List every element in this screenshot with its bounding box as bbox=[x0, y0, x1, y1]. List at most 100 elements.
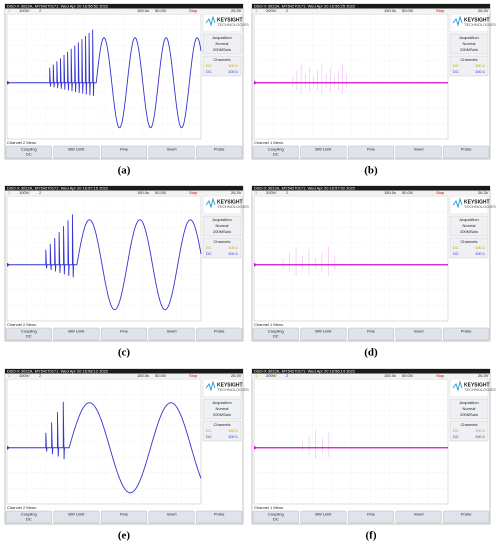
acq-box bbox=[449, 33, 489, 55]
scale-bar bbox=[252, 8, 490, 13]
softkey-label: Coupling bbox=[21, 512, 37, 517]
brand-name: KEYSIGHT bbox=[464, 199, 490, 205]
ch1-scale: 200V/ bbox=[266, 190, 277, 195]
brand-name: KEYSIGHT bbox=[464, 17, 490, 23]
scale-bar bbox=[252, 373, 490, 378]
channel-coupling: DC bbox=[206, 245, 212, 250]
panel-label: (e) bbox=[118, 530, 131, 542]
ch1-scale: 100V/ bbox=[19, 373, 30, 378]
channel-probe: 100:1 bbox=[228, 251, 239, 256]
softkey bbox=[148, 145, 195, 159]
brand-logo bbox=[452, 15, 463, 27]
softkey-value: DC bbox=[273, 152, 279, 157]
channel-coupling: DC bbox=[453, 245, 459, 250]
softkey-label: Coupling bbox=[21, 329, 37, 334]
softkey-label: Invert bbox=[167, 147, 178, 152]
softkey bbox=[300, 327, 347, 341]
softkey-label: BW Limit bbox=[315, 512, 332, 517]
softkey-label: Fine bbox=[367, 329, 376, 334]
softkey-label: Fine bbox=[367, 512, 376, 517]
ch2-number: 2 bbox=[286, 8, 289, 13]
time-division: 50.00/ bbox=[155, 373, 167, 378]
acq-title: Acquisition bbox=[212, 35, 231, 40]
header-text: DSO-X 3022A, MY54270171: Wed Apr 20 16:5… bbox=[7, 368, 109, 373]
header-text: DSO-X 3022A, MY54270171: Wed Apr 20 16:5… bbox=[254, 185, 356, 190]
acq-box bbox=[449, 398, 489, 420]
acq-rate: 200MSa/s bbox=[213, 412, 231, 417]
brand-sub: TECHNOLOGIES bbox=[217, 204, 249, 209]
brand-name: KEYSIGHT bbox=[217, 382, 243, 388]
acq-title: Acquisition bbox=[212, 400, 231, 405]
channel-probe: 100:1 bbox=[475, 69, 486, 74]
channels-title: Channels bbox=[214, 239, 231, 244]
softkey-value: DC bbox=[273, 334, 279, 339]
ground-marker bbox=[7, 262, 10, 267]
trigger-level: 26.3V bbox=[478, 373, 489, 378]
acq-title: Acquisition bbox=[212, 217, 231, 222]
softkey bbox=[347, 510, 394, 524]
channels-box bbox=[202, 55, 242, 77]
acq-mode: Normal bbox=[216, 223, 229, 228]
ground-marker bbox=[254, 445, 257, 450]
softkey-label: BW Limit bbox=[68, 147, 85, 152]
softkey bbox=[5, 145, 52, 159]
brand-logo bbox=[205, 15, 216, 27]
ch2-number: 2 bbox=[39, 373, 42, 378]
time-division: 50.00/ bbox=[155, 190, 167, 195]
channels-title: Channels bbox=[461, 239, 478, 244]
scope-panel: DSO-X 3022A, MY54270171: Wed Apr 20 16:5… bbox=[251, 185, 496, 342]
softkey bbox=[5, 510, 52, 524]
acq-mode: Normal bbox=[216, 406, 229, 411]
run-status: Stop bbox=[436, 373, 445, 378]
waveform-trace bbox=[7, 214, 202, 311]
scope-panel: DSO-X 3022A, MY54270171: Wed Apr 20 16:5… bbox=[4, 185, 249, 342]
softkey bbox=[395, 145, 442, 159]
scope-panel: DSO-X 3022A, MY54270171: Wed Apr 20 16:5… bbox=[251, 368, 496, 525]
trigger-level: 26.3V bbox=[231, 8, 242, 13]
ch1-scale: 200V/ bbox=[266, 8, 277, 13]
header-text: DSO-X 3022A, MY54270171: Wed Apr 20 16:5… bbox=[254, 3, 356, 8]
brand-name: KEYSIGHT bbox=[464, 382, 490, 388]
softkey bbox=[300, 145, 347, 159]
ch1-scale: 100V/ bbox=[19, 190, 30, 195]
header-text: DSO-X 3022A, MY54270171: Wed Apr 20 16:5… bbox=[7, 3, 109, 8]
channel-coupling: DC bbox=[206, 63, 212, 68]
softkey bbox=[252, 327, 299, 341]
channel-probe: 100:1 bbox=[228, 245, 239, 250]
channel-probe: 100:1 bbox=[228, 63, 239, 68]
softkey bbox=[443, 145, 490, 159]
softkey-label: Coupling bbox=[268, 512, 284, 517]
channel-probe: 100:1 bbox=[475, 245, 486, 250]
acq-box bbox=[202, 215, 242, 237]
scope-panel: DSO-X 3022A, MY54270171: Wed Apr 20 16:5… bbox=[4, 368, 249, 525]
brand-logo bbox=[452, 197, 463, 209]
trigger-level: 26.3V bbox=[231, 190, 242, 195]
brand-sub: TECHNOLOGIES bbox=[217, 387, 249, 392]
softkey bbox=[196, 145, 243, 159]
ch1-number: 1 bbox=[8, 190, 11, 195]
header-bar bbox=[252, 4, 490, 9]
header-text: DSO-X 3022A, MY54270171: Wed Apr 20 16:5… bbox=[7, 185, 109, 190]
trigger-level: 26.3V bbox=[231, 373, 242, 378]
header-bar bbox=[5, 369, 243, 374]
channel-probe: 100:1 bbox=[475, 434, 486, 439]
softkey bbox=[148, 327, 195, 341]
time-division: 50.00/ bbox=[155, 8, 167, 13]
channel-probe: 100:1 bbox=[475, 428, 486, 433]
run-status: Stop bbox=[189, 373, 198, 378]
header-bar bbox=[5, 186, 243, 191]
softkey bbox=[53, 327, 100, 341]
menu-title: Channel 1 Menu bbox=[254, 140, 283, 145]
softkey bbox=[395, 327, 442, 341]
brand-logo bbox=[205, 197, 216, 209]
softkey bbox=[395, 510, 442, 524]
header-bar bbox=[5, 4, 243, 9]
softkey-value: DC bbox=[26, 152, 32, 157]
softkey-label: Probe bbox=[214, 512, 225, 517]
ground-marker bbox=[254, 262, 257, 267]
menu-title: Channel 2 Menu bbox=[7, 140, 36, 145]
acq-rate: 200MSa/s bbox=[460, 412, 478, 417]
softkey bbox=[100, 145, 147, 159]
brand-logo bbox=[452, 380, 463, 392]
softkey bbox=[300, 510, 347, 524]
